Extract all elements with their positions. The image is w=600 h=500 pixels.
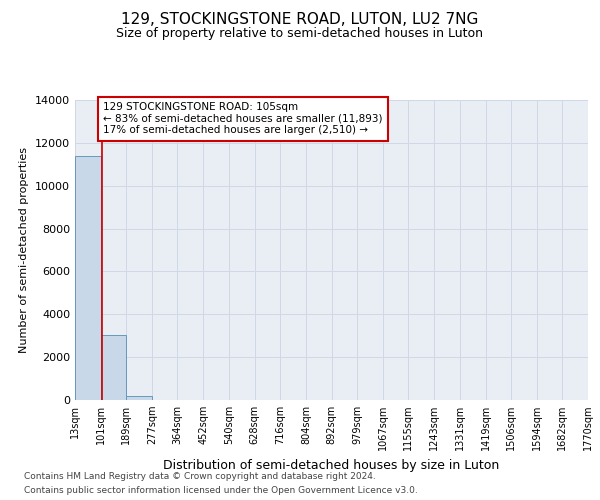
Text: Contains HM Land Registry data © Crown copyright and database right 2024.: Contains HM Land Registry data © Crown c… bbox=[24, 472, 376, 481]
X-axis label: Distribution of semi-detached houses by size in Luton: Distribution of semi-detached houses by … bbox=[163, 458, 500, 471]
Text: Contains public sector information licensed under the Open Government Licence v3: Contains public sector information licen… bbox=[24, 486, 418, 495]
Text: Size of property relative to semi-detached houses in Luton: Size of property relative to semi-detach… bbox=[116, 28, 484, 40]
Bar bbox=[101, 334, 127, 400]
Bar bbox=[75, 156, 101, 400]
Text: 129 STOCKINGSTONE ROAD: 105sqm
← 83% of semi-detached houses are smaller (11,893: 129 STOCKINGSTONE ROAD: 105sqm ← 83% of … bbox=[103, 102, 383, 136]
Bar bbox=[127, 396, 152, 400]
Y-axis label: Number of semi-detached properties: Number of semi-detached properties bbox=[19, 147, 29, 353]
Text: 129, STOCKINGSTONE ROAD, LUTON, LU2 7NG: 129, STOCKINGSTONE ROAD, LUTON, LU2 7NG bbox=[121, 12, 479, 28]
